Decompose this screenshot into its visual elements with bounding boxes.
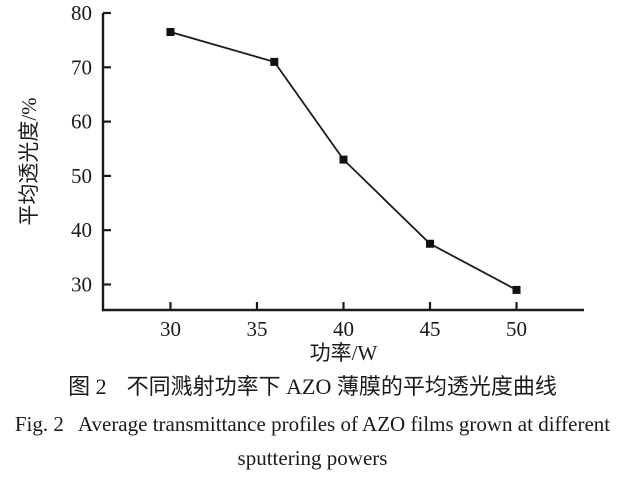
y-tick-label: 50 xyxy=(71,164,92,188)
data-point-marker xyxy=(166,28,175,37)
data-point-marker xyxy=(426,239,435,248)
y-axis-title: 平均透光度/% xyxy=(17,97,41,225)
x-tick-label: 30 xyxy=(160,317,181,341)
x-tick-label: 45 xyxy=(420,317,441,341)
transmittance-line-chart: 30 40 50 60 70 80 30 35 40 45 50 功率/W 平均透光度/% xyxy=(17,1,584,365)
x-tick-label: 35 xyxy=(246,317,267,341)
caption-english-line2: sputtering powers xyxy=(237,446,388,470)
y-tick-label: 70 xyxy=(71,55,92,79)
figure-number-en: Fig. 2 xyxy=(14,412,64,436)
y-tick-label: 30 xyxy=(71,272,92,296)
x-axis-title: 功率/W xyxy=(310,341,378,365)
x-tick-label: 40 xyxy=(333,317,354,341)
data-point-marker xyxy=(512,285,521,294)
x-tick-label: 50 xyxy=(506,317,527,341)
y-tick-label: 40 xyxy=(71,218,92,242)
caption-chinese: 图 2 不同溅射功率下 AZO 薄膜的平均透光度曲线 xyxy=(0,373,625,401)
data-point-marker xyxy=(270,57,279,66)
caption-english-line1: Fig. 2 Average transmittance profiles of … xyxy=(0,411,625,437)
figure-title-en: Average transmittance profiles of AZO fi… xyxy=(77,412,611,436)
y-tick-label: 80 xyxy=(71,1,92,25)
data-point-marker xyxy=(339,155,348,164)
y-tick-label: 60 xyxy=(71,110,92,134)
figure-title-zh: 不同溅射功率下 AZO 薄膜的平均透光度曲线 xyxy=(126,374,557,399)
figure-number-zh: 图 2 xyxy=(68,374,107,399)
